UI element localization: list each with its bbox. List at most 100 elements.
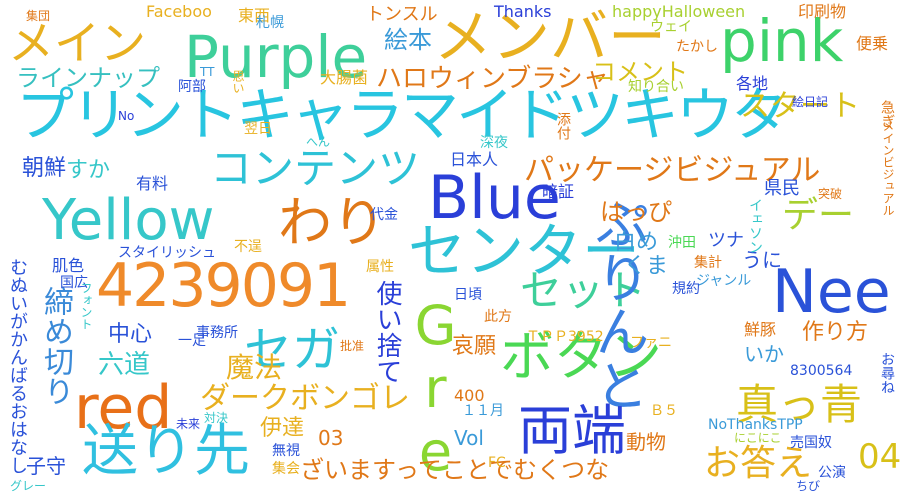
word-otazune: お尋ね (879, 352, 895, 394)
word-okurisaki: 送り先 (82, 419, 250, 484)
word-yeson: イェソン (747, 198, 763, 254)
word-tsukurikata: 作り方 (802, 320, 869, 345)
word-baikokudo: 売国奴 (790, 435, 832, 451)
word-contents: コンテンツ (210, 144, 421, 193)
word-day: デー (782, 195, 855, 236)
word-sapporo: 札幌 (256, 15, 284, 31)
word-tempu: 添付 (555, 112, 571, 140)
word-konata: 此方 (484, 309, 512, 325)
word-member: メンバー (434, 3, 667, 71)
word-okotae: お答え (704, 443, 813, 484)
word-main-visual: メインビジュアル (881, 120, 895, 216)
word-tonsuru: トンスル (366, 4, 438, 25)
word-vol: Vol (454, 426, 484, 450)
word-chibi: ちび (796, 479, 821, 493)
word-hadairo: 肌色 (52, 256, 85, 275)
word-abe: 阿部 (178, 79, 206, 95)
word-yellow: Yellow (42, 188, 215, 253)
word-isogi: 急ぎ (879, 100, 895, 128)
word-halloween-brush: ハロウィンブラシャ (376, 64, 609, 94)
word-tt: TT (200, 65, 215, 79)
word-senton: 鮮豚 (744, 320, 777, 339)
word-shukei: 集計 (694, 255, 722, 271)
word-zokusei: 属性 (366, 259, 394, 275)
word-zaimasu: ざいますってことでむくつな (300, 456, 610, 484)
word-shimekiri: 締め切り (38, 286, 73, 406)
word-maho: 魔法 (226, 351, 283, 384)
word-massao: 真っ青 (736, 380, 863, 429)
word-happi: はっぴ (600, 198, 672, 226)
word-ehon: 絵本 (384, 26, 432, 54)
word-nothankstpp: NoThanksTPP (708, 417, 803, 433)
word-ansho: 暗証 (542, 182, 575, 201)
word-sega: セガ (244, 322, 341, 378)
word-shukai: 集会 (272, 461, 300, 477)
word-binjo: 便乗 (856, 34, 889, 53)
word-green: Green (404, 294, 467, 500)
word-thanks: Thanks (494, 2, 552, 21)
word-gray: グレー (10, 479, 47, 493)
word-purinto: ぷりんと (586, 196, 649, 412)
word-tsuna: ツナ (708, 230, 744, 251)
word-takashi: たかし (676, 39, 718, 55)
word-no: No (118, 109, 135, 123)
word-fani: ファニ (630, 335, 672, 351)
word-shinya: 深夜 (480, 135, 508, 151)
word-genre: ジャンル (696, 273, 752, 289)
word-aigan: 哀願 (452, 334, 497, 359)
word-facebook: Faceboo (146, 2, 212, 21)
word-stylish: スタイリッシュ (118, 245, 216, 261)
word-chosen: 朝鮮 (22, 156, 67, 181)
word-start: スタート (740, 89, 860, 124)
word-nihonjin: 日本人 (450, 150, 499, 169)
word-rokudo: 六道 (98, 350, 151, 380)
word-issoku: 一足 (178, 333, 206, 349)
word-date: 伊達 (260, 416, 305, 441)
word-kuma: くま (624, 254, 669, 279)
word-pink: pink (720, 7, 844, 75)
word-kenmin: 県民 (764, 178, 800, 199)
word-shirome: 白め (614, 230, 659, 255)
word-tozai: 東西 (238, 6, 271, 25)
word-set: セット (520, 266, 647, 315)
word-mushi: 無視 (272, 443, 300, 459)
word-kakuchi: 各地 (736, 74, 769, 93)
word-enikki: 絵日記 (792, 95, 829, 109)
word-ryotan: 両端 (518, 399, 626, 462)
word-daichokin: 大腸菌 (320, 68, 369, 87)
word-04: 04 (858, 437, 900, 477)
word-okita: 沖田 (668, 235, 696, 251)
word-futei: 不逞 (234, 239, 262, 255)
word-button: ボタン (500, 325, 662, 388)
word-fc: FC (488, 455, 506, 471)
word-03: 03 (318, 426, 344, 450)
word-uni: うに (742, 248, 782, 272)
word-taiketsu: 対決 (204, 411, 229, 425)
word-blue: Blue (428, 163, 561, 233)
word-main: メイン (8, 16, 146, 70)
word-shudan: 集団 (26, 9, 51, 23)
word-red: red (74, 373, 173, 443)
word-nee: Nee (772, 257, 891, 327)
word-mirai: 未来 (176, 417, 201, 431)
word-wari: わり (278, 191, 386, 254)
word-lineup: ラインナップ (16, 64, 160, 92)
word-comment: コメント (592, 58, 688, 86)
word-tpp3952: ＴＰＰ3952 (526, 329, 604, 345)
word-yuryo: 有料 (136, 174, 169, 193)
word-dobutsu: 動物 (626, 430, 666, 454)
word-happyhalloween: happyHalloween (612, 2, 746, 21)
word-nikoniko: にこにこ (734, 431, 782, 445)
word-kiyaku: 規約 (672, 281, 700, 297)
word-11gatsu: １１月 (462, 403, 504, 419)
word-kunihiro: 国広 (60, 275, 88, 291)
word-toppa: 突破 (818, 187, 843, 201)
word-tsukaisute: 使い捨て (372, 280, 402, 384)
word-yokujitsu: 翌日 (244, 121, 272, 137)
word-chushin: 中心 (108, 322, 153, 347)
word-koen: 公演 (818, 465, 846, 481)
word-dark-vongole: ダークボンゴレ (200, 381, 410, 416)
word-higoro: 日頃 (454, 287, 482, 303)
word-8300564: 8300564 (790, 363, 853, 379)
